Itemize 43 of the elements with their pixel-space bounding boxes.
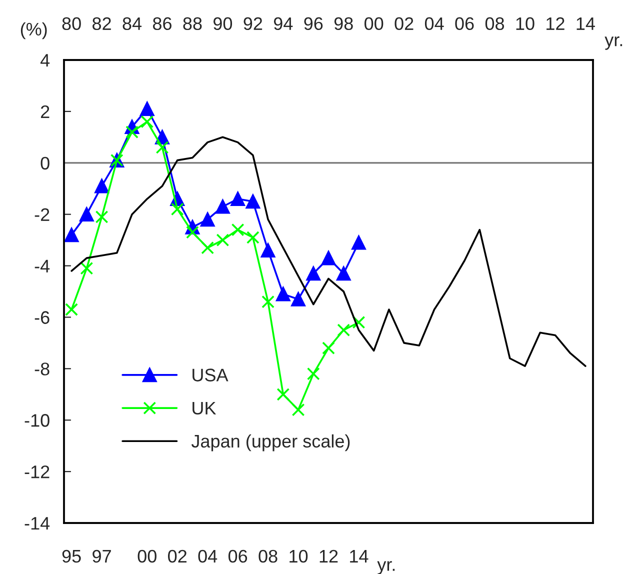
y-axis-title: (%) bbox=[20, 22, 47, 40]
x2-tick-label: 00 bbox=[364, 17, 384, 30]
y-tick-label: 2 bbox=[40, 105, 50, 118]
x2-tick-label: 98 bbox=[334, 17, 353, 30]
y-tick-label: -4 bbox=[34, 260, 50, 272]
x-tick-label: 06 bbox=[228, 550, 248, 563]
x2-tick-label: 88 bbox=[183, 17, 202, 30]
legend-label: UK bbox=[192, 402, 216, 415]
y-tick-label: 0 bbox=[40, 156, 50, 170]
x2-tick-label: 06 bbox=[455, 17, 474, 30]
x2-axis-title: yr. bbox=[604, 36, 622, 50]
y-tick-label: -14 bbox=[24, 517, 50, 530]
legend-label: Japan (upper scale) bbox=[191, 434, 350, 452]
x2-tick-label: 84 bbox=[122, 17, 142, 30]
x-tick-label: 95 bbox=[62, 550, 81, 563]
x2-tick-label: 10 bbox=[516, 17, 534, 30]
x2-tick-label: 90 bbox=[214, 17, 232, 30]
x-tick-label: 10 bbox=[290, 550, 308, 563]
x-tick-label: 97 bbox=[92, 550, 111, 563]
x2-tick-label: 14 bbox=[576, 17, 595, 30]
x-tick-label: 12 bbox=[320, 550, 338, 562]
x-tick-label: 14 bbox=[350, 550, 368, 562]
x-tick-label: 04 bbox=[198, 550, 218, 563]
x-tick-label: 08 bbox=[258, 550, 278, 563]
x2-tick-label: 80 bbox=[62, 17, 81, 30]
x2-tick-label: 86 bbox=[152, 17, 172, 30]
x-tick-label: 02 bbox=[168, 550, 186, 563]
x-tick-label: 00 bbox=[138, 550, 156, 563]
y-tick-label: -2 bbox=[34, 208, 50, 221]
x2-tick-label: 82 bbox=[92, 17, 111, 30]
x2-tick-label: 04 bbox=[424, 17, 444, 30]
x2-tick-label: 92 bbox=[244, 17, 262, 30]
y-tick-label: -10 bbox=[24, 414, 50, 427]
x2-tick-label: 94 bbox=[274, 17, 293, 30]
x2-tick-label: 12 bbox=[546, 17, 564, 30]
y-tick-label: -12 bbox=[24, 465, 50, 478]
legend-label: USA bbox=[192, 368, 228, 382]
x2-tick-label: 96 bbox=[304, 17, 323, 30]
x2-tick-label: 08 bbox=[485, 17, 504, 30]
y-tick-label: 4 bbox=[40, 54, 50, 67]
y-tick-label: -6 bbox=[34, 311, 50, 324]
x2-tick-label: 02 bbox=[394, 17, 414, 30]
y-tick-label: -8 bbox=[34, 362, 50, 376]
